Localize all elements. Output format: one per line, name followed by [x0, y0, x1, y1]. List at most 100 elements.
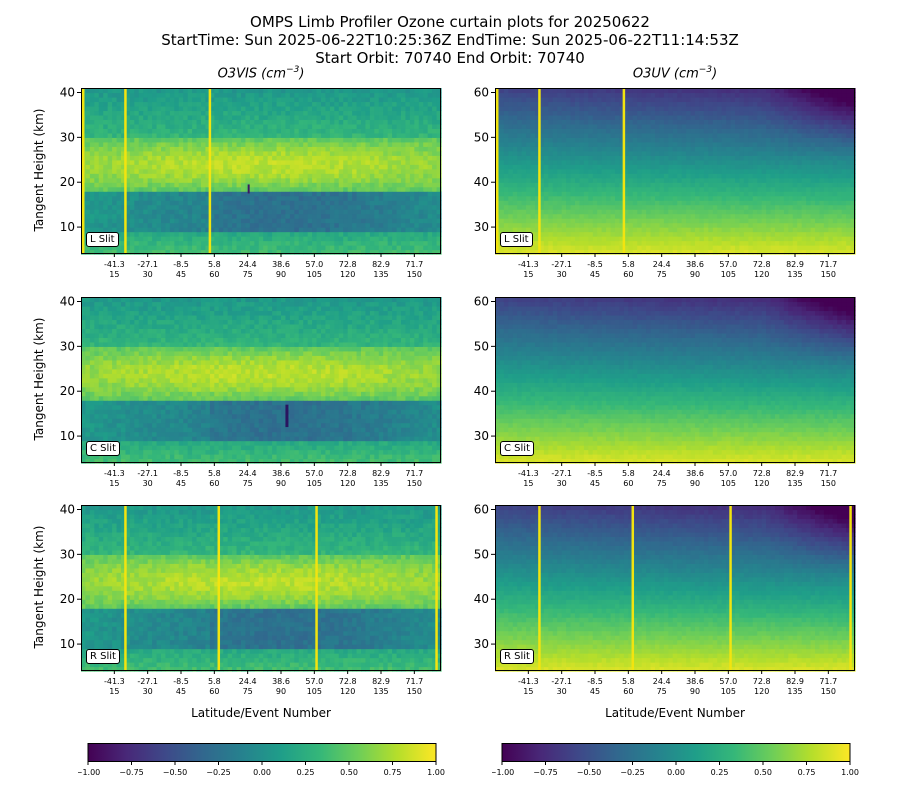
- heatmap-cell: [294, 150, 300, 156]
- heatmap-cell: [147, 164, 153, 170]
- heatmap-cell: [628, 128, 634, 134]
- heatmap-cell: [325, 195, 331, 201]
- heatmap-cell: [401, 137, 407, 143]
- heatmap-cell: [583, 155, 589, 161]
- heatmap-cell: [187, 227, 193, 233]
- heatmap-cell: [316, 168, 322, 174]
- heatmap-cell: [708, 195, 714, 201]
- heatmap-cell: [374, 114, 380, 121]
- heatmap-cell: [232, 159, 238, 165]
- heatmap-cell: [174, 191, 180, 197]
- heatmap-cell: [418, 123, 424, 129]
- heatmap-cell: [396, 146, 402, 152]
- heatmap-cell: [338, 150, 344, 156]
- heatmap-cell: [427, 159, 433, 165]
- heatmap-cell: [356, 88, 362, 94]
- heatmap-cell: [508, 159, 514, 165]
- heatmap-cell: [597, 227, 603, 233]
- heatmap-cell: [699, 119, 705, 125]
- heatmap-cell: [508, 186, 514, 192]
- heatmap-cell: [294, 155, 300, 161]
- heatmap-cell: [98, 110, 104, 116]
- heatmap-cell: [205, 204, 211, 210]
- heatmap-cell: [535, 231, 541, 237]
- heatmap-cell: [383, 155, 389, 161]
- heatmap-cell: [409, 240, 415, 246]
- heatmap-cell: [418, 195, 424, 201]
- heatmap-cell: [712, 209, 718, 215]
- heatmap-cell: [147, 119, 153, 125]
- heatmap-cell: [103, 146, 109, 152]
- heatmap-cell: [121, 137, 127, 143]
- heatmap-cell: [592, 155, 598, 161]
- heatmap-cell: [263, 177, 269, 183]
- heatmap-cell: [236, 209, 242, 215]
- heatmap-cell: [597, 245, 603, 251]
- heatmap-cell: [392, 164, 398, 170]
- heatmap-cell: [329, 114, 335, 121]
- heatmap-cell: [165, 164, 171, 170]
- heatmap-cell: [686, 105, 692, 112]
- heatmap-cell: [583, 88, 589, 94]
- heatmap-cell: [116, 186, 122, 192]
- heatmap-cell: [672, 168, 678, 174]
- heatmap-cell: [686, 231, 692, 237]
- heatmap-cell: [374, 159, 380, 165]
- heatmap-cell: [561, 123, 567, 129]
- heatmap-cell: [201, 128, 207, 134]
- heatmap-cell: [601, 88, 607, 94]
- heatmap-cell: [218, 222, 224, 228]
- heatmap-cell: [165, 137, 171, 143]
- heatmap-cell: [427, 231, 433, 237]
- heatmap-cell: [89, 182, 95, 188]
- heatmap-cell: [561, 88, 567, 94]
- heatmap-cell: [94, 173, 100, 179]
- heatmap-cell: [575, 200, 581, 206]
- heatmap-cell: [557, 213, 563, 219]
- heatmap-cell: [663, 177, 669, 183]
- heatmap-cell: [427, 101, 433, 107]
- heatmap-cell: [112, 213, 118, 219]
- heatmap-cell: [566, 155, 572, 161]
- heatmap-cell: [570, 182, 576, 188]
- heatmap-cell: [94, 132, 100, 138]
- heatmap-cell: [409, 218, 415, 224]
- heatmap-cell: [592, 146, 598, 152]
- heatmap-cell: [147, 110, 153, 116]
- heatmap-cell: [227, 218, 233, 224]
- heatmap-cell: [258, 164, 264, 170]
- heatmap-cell: [152, 119, 158, 125]
- heatmap-cell: [258, 222, 264, 228]
- heatmap-cell: [668, 213, 674, 219]
- heatmap-cell: [174, 227, 180, 233]
- heatmap-cell: [249, 186, 255, 192]
- heatmap-cell: [152, 150, 158, 156]
- heatmap-cell: [347, 114, 353, 121]
- heatmap-cell: [418, 191, 424, 197]
- heatmap-cell: [548, 164, 554, 170]
- heatmap-cell: [156, 110, 162, 116]
- heatmap-cell: [418, 222, 424, 228]
- heatmap-cell: [129, 177, 135, 183]
- heatmap-cell: [129, 101, 135, 107]
- heatmap-cell: [263, 128, 269, 134]
- heatmap-cell: [187, 101, 193, 107]
- heatmap-cell: [597, 231, 603, 237]
- heatmap-cell: [387, 159, 393, 165]
- heatmap-cell: [597, 96, 603, 103]
- heatmap-cell: [129, 123, 135, 129]
- heatmap-cell: [187, 150, 193, 156]
- heatmap-cell: [258, 213, 264, 219]
- heatmap-cell: [156, 119, 162, 125]
- heatmap-cell: [307, 240, 313, 246]
- heatmap-cell: [610, 141, 616, 147]
- heatmap-cell: [423, 132, 429, 138]
- heatmap-cell: [401, 168, 407, 174]
- heatmap-cell: [378, 213, 384, 219]
- heatmap-cell: [561, 101, 567, 107]
- heatmap-cell: [94, 204, 100, 210]
- heatmap-cell: [409, 137, 415, 143]
- heatmap-cell: [401, 245, 407, 251]
- heatmap-cell: [325, 96, 331, 103]
- heatmap-cell: [606, 119, 612, 125]
